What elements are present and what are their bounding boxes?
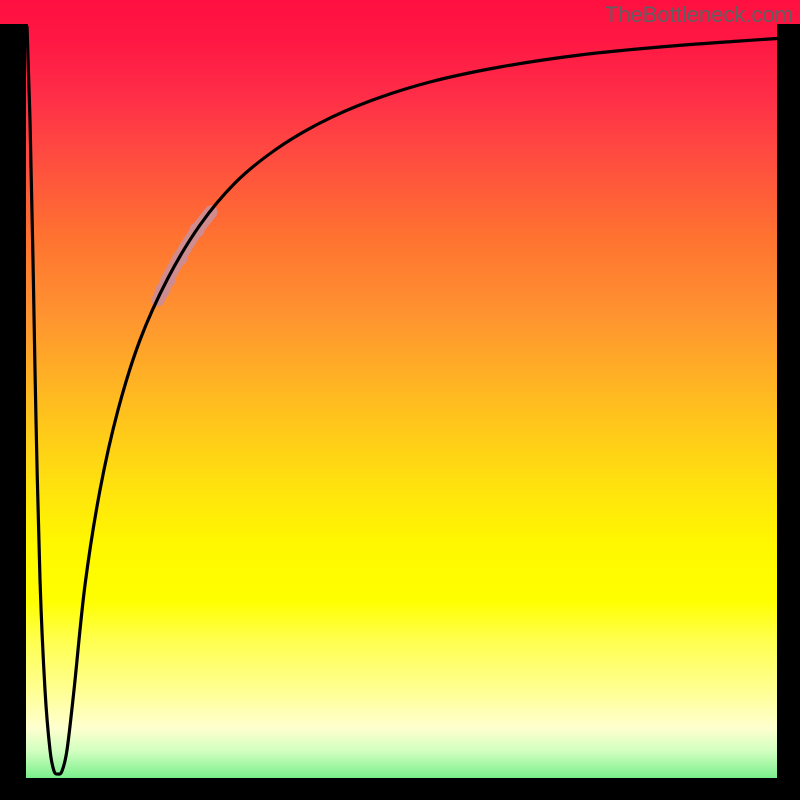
watermark-text: TheBottleneck.com: [605, 2, 793, 28]
plot-border-left: [0, 24, 26, 800]
chart-root: TheBottleneck.com: [0, 0, 800, 800]
plot-border-right: [777, 24, 800, 800]
plot-border-top: [0, 24, 28, 26]
gradient-background: [0, 0, 800, 800]
plot-border-bottom: [0, 778, 800, 800]
